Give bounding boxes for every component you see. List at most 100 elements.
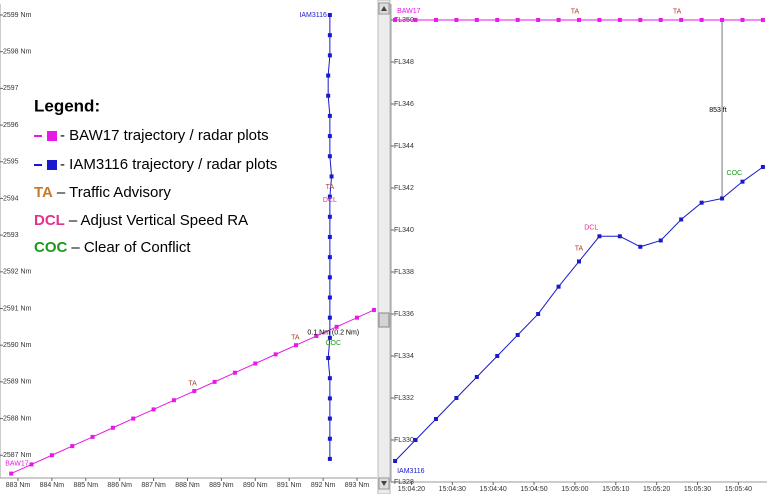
annotation: 853 ft bbox=[709, 107, 727, 114]
radar-plot bbox=[273, 352, 278, 357]
radar-plot bbox=[393, 17, 398, 22]
radar-plot bbox=[617, 234, 622, 239]
annotation: TA bbox=[188, 381, 197, 388]
x-tick-label: 883 Nm bbox=[6, 482, 31, 489]
radar-plot bbox=[326, 356, 331, 361]
y-tick-label: FL332 bbox=[394, 395, 414, 402]
legend-label: - BAW17 trajectory / radar plots bbox=[60, 127, 269, 144]
radar-plot bbox=[556, 284, 561, 289]
radar-plot bbox=[413, 17, 418, 22]
radar-plot bbox=[515, 332, 520, 337]
y-tick-label: FL328 bbox=[394, 479, 414, 486]
legend-code: COC bbox=[34, 239, 68, 256]
y-tick-label: FL336 bbox=[394, 311, 414, 318]
y-tick-label: FL342 bbox=[394, 185, 414, 192]
x-tick-label: 15:05:30 bbox=[684, 486, 711, 493]
radar-plot bbox=[334, 324, 339, 329]
y-tick-label: 2595 Nm bbox=[3, 159, 32, 166]
scroll-up-arrow bbox=[381, 6, 387, 11]
radar-plot bbox=[49, 453, 54, 458]
scroll-track[interactable] bbox=[377, 0, 391, 495]
annotation: TA bbox=[291, 335, 300, 342]
radar-plot bbox=[354, 315, 359, 320]
radar-plot bbox=[699, 200, 704, 205]
radar-plot bbox=[192, 389, 197, 394]
radar-plot bbox=[327, 53, 332, 58]
radar-plot bbox=[433, 17, 438, 22]
plot: 883 Nm 884 Nm 885 Nm 886 Nm 887 Nm 888 Nm 889 … bbox=[0, 4, 377, 489]
radar-plot bbox=[454, 17, 459, 22]
legend-label: – Adjust Vertical Speed RA bbox=[69, 212, 248, 229]
radar-plot bbox=[131, 416, 136, 421]
radar-plot bbox=[740, 17, 745, 22]
legend-box bbox=[20, 82, 302, 264]
x-tick-label: 15:05:40 bbox=[725, 486, 752, 493]
radar-plot bbox=[253, 361, 258, 366]
radar-plot bbox=[327, 154, 332, 159]
legend-label: – Traffic Advisory bbox=[57, 184, 171, 201]
legend-code: DCL bbox=[34, 212, 65, 229]
radar-plot bbox=[326, 93, 331, 98]
radar-plot bbox=[454, 395, 459, 400]
radar-plot bbox=[9, 471, 14, 476]
radar-plot bbox=[556, 17, 561, 22]
radar-plot bbox=[212, 379, 217, 384]
x-tick-label: 890 Nm bbox=[243, 482, 268, 489]
y-tick-label: 2596 Nm bbox=[3, 122, 32, 129]
y-tick-label: FL330 bbox=[394, 437, 414, 444]
radar-plot bbox=[151, 407, 156, 412]
radar-plot bbox=[658, 17, 663, 22]
y-tick-label: 2592 Nm bbox=[3, 269, 32, 276]
radar-plot bbox=[638, 17, 643, 22]
annotation: TA bbox=[673, 8, 682, 15]
radar-plot bbox=[327, 113, 332, 118]
radar-plot bbox=[760, 17, 765, 22]
y-tick-label: FL344 bbox=[394, 143, 414, 150]
radar-plot bbox=[327, 295, 332, 300]
radar-plot bbox=[327, 335, 332, 340]
y-tick-label: 2588 Nm bbox=[3, 415, 32, 422]
radar-plot bbox=[327, 13, 332, 18]
radar-plot bbox=[679, 17, 684, 22]
scrollbar[interactable] bbox=[377, 0, 391, 495]
annotation: 0.1 Nm (0.2 Nm) bbox=[307, 330, 359, 337]
radar-plot bbox=[70, 444, 75, 449]
x-tick-label: 887 Nm bbox=[141, 482, 166, 489]
legend-title: Legend: bbox=[34, 96, 100, 115]
radar-plot bbox=[720, 196, 725, 201]
track-name: IAM3116 bbox=[299, 12, 327, 19]
plots: 883 Nm 884 Nm 885 Nm 886 Nm 887 Nm 888 Nm 889 … bbox=[0, 4, 767, 493]
radar-plot bbox=[536, 311, 541, 316]
track-name: IAM3116 bbox=[397, 468, 425, 475]
y-tick-label: 2597 Nm bbox=[3, 85, 32, 92]
legend-label: - IAM3116 trajectory / radar plots bbox=[60, 156, 277, 173]
x-tick-label: 15:04:50 bbox=[520, 486, 547, 493]
x-tick-label: 888 Nm bbox=[175, 482, 200, 489]
legend-label: – Clear of Conflict bbox=[71, 239, 191, 256]
x-tick-label: 15:04:20 bbox=[398, 486, 425, 493]
radar-plot bbox=[474, 374, 479, 379]
y-tick-label: 2590 Nm bbox=[3, 342, 32, 349]
annotation: COC bbox=[325, 340, 341, 347]
radar-plot bbox=[679, 217, 684, 222]
radar-plot bbox=[536, 17, 541, 22]
annotation: TA bbox=[571, 8, 580, 15]
radar-plot bbox=[327, 396, 332, 401]
y-tick-label: FL340 bbox=[394, 227, 414, 234]
x-tick-label: 889 Nm bbox=[209, 482, 234, 489]
radar-plot bbox=[327, 456, 332, 461]
radar-plot bbox=[393, 458, 398, 463]
x-tick-label: 15:04:30 bbox=[439, 486, 466, 493]
x-tick-label: 15:04:40 bbox=[480, 486, 507, 493]
radar-plot bbox=[740, 179, 745, 184]
annotation: TA bbox=[575, 246, 584, 253]
radar-plot bbox=[110, 425, 115, 430]
y-tick-label: 2591 Nm bbox=[3, 305, 32, 312]
radar-plot bbox=[314, 334, 319, 339]
radar-plot bbox=[597, 234, 602, 239]
scroll-thumb[interactable] bbox=[378, 312, 390, 328]
radar-plot bbox=[327, 33, 332, 38]
y-tick-label: 2593 Nm bbox=[3, 232, 32, 239]
radar-plot bbox=[329, 174, 334, 179]
